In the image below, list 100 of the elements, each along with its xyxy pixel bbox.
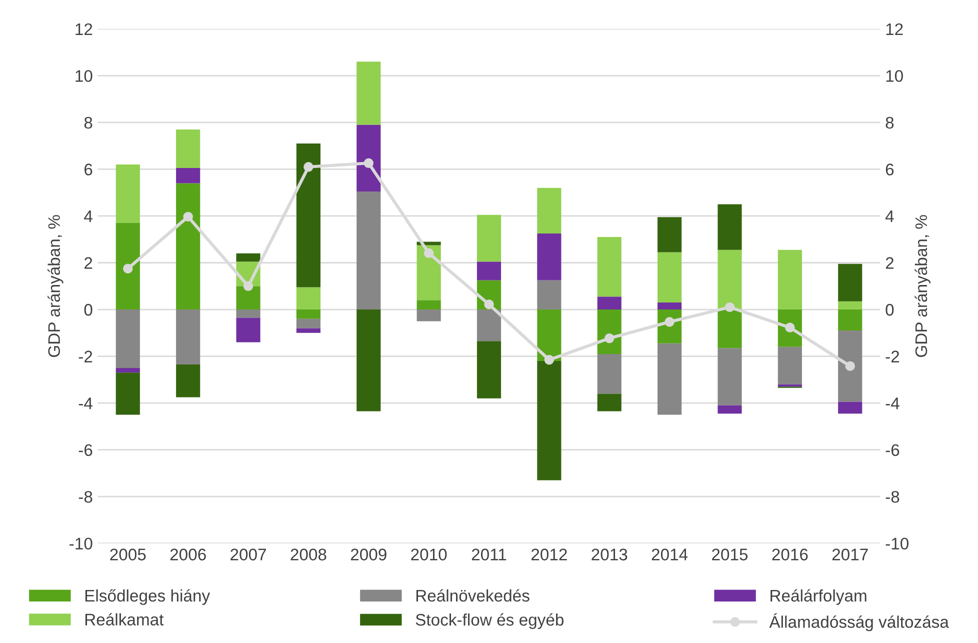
y-tick-label: -2 [78,350,92,362]
x-tick-label: 2012 [531,548,567,560]
x-tick-label: 2014 [652,548,688,560]
point [484,300,494,310]
bar [296,310,320,319]
bar [838,301,862,310]
bar [416,300,441,310]
bar [476,214,502,262]
bar [296,287,320,310]
y-tick-label: 0 [84,304,92,316]
y-tick-label: 8 [84,116,92,129]
bar [116,368,140,373]
x-tick-label: 2017 [832,548,868,560]
bar [116,372,140,415]
x-tick-label: 2011 [472,548,506,560]
bar [778,250,802,310]
bar [718,405,742,414]
bar [597,296,622,310]
legend-label: Stock-flow és egyéb [416,613,564,629]
bar [176,183,200,310]
point [604,333,614,344]
legend-label: Államadósság változása [769,613,949,632]
y-tick-label: -4 [78,398,92,410]
bar [416,245,441,300]
y2-axis-title: GDP arányában, % [914,215,930,357]
bar [838,264,862,302]
point [364,158,374,168]
y2-tick-label: -4 [886,398,900,410]
bar [838,310,862,331]
y2-tick-label: -10 [886,538,908,550]
y-tick-label: -8 [78,490,92,503]
legend-label: Elsődleges hiány [85,589,210,605]
y-axis-title: GDP arányában, % [48,215,64,357]
bar [838,402,862,414]
bar [116,164,140,224]
bar [718,348,742,406]
y2-tick-label: -8 [886,490,900,503]
x-tick-label: 2013 [592,548,628,560]
y2-tick-label: 10 [886,70,903,82]
bar [658,343,682,415]
bar [176,310,200,364]
bar [718,204,742,250]
y2-tick-label: 6 [886,164,894,176]
x-tick-label: 2010 [411,548,447,560]
bar [356,62,381,125]
x-tick-label: 2007 [230,548,266,560]
y-tick-label: 6 [84,164,92,176]
y2-tick-label: 0 [886,304,894,316]
bar [537,360,562,480]
x-tick-label: 2015 [712,548,748,560]
bar [296,144,320,288]
point [845,361,855,371]
x-tick-label: 2009 [350,548,386,560]
y2-tick-label: 4 [885,210,894,222]
y-tick-label: 12 [76,23,92,35]
point [123,264,133,274]
x-tick-label: 2005 [110,548,146,560]
bar [476,310,502,342]
point [544,354,554,365]
bar [537,310,562,361]
bar [597,237,622,297]
y-tick-label: -6 [78,444,92,456]
bar [116,223,140,310]
bar [778,346,802,384]
bar [597,354,622,394]
bar [416,310,441,322]
bar [356,310,381,412]
bar [718,250,742,310]
bar [838,330,862,402]
y-tick-label: 4 [84,210,92,222]
bar [476,262,502,280]
bar [597,394,622,412]
bar [236,310,260,318]
legend-label: Reálárfolyam [770,589,866,605]
bar [537,188,562,234]
y-tick-label: 2 [84,257,92,269]
bar [356,191,381,310]
y-tick-label: 10 [76,70,92,82]
bar [658,217,682,252]
x-tick-label: 2008 [290,548,326,560]
bar [236,286,260,310]
y2-tick-label: 2 [886,257,894,269]
bar [296,328,320,333]
bar [718,310,742,348]
y-tick-label: -10 [70,538,92,550]
legend-label: Reálnövekedés [416,589,530,602]
bar [658,252,682,302]
bar [116,310,140,368]
x-tick-label: 2016 [772,548,808,560]
y2-tick-label: 12 [886,23,903,35]
bar [176,129,200,168]
bar [236,253,260,262]
y2-tick-label: 8 [886,116,894,129]
y2-tick-label: -6 [886,444,900,456]
bar [236,318,260,342]
bar [537,280,562,310]
point [304,162,314,172]
point [243,281,254,291]
bar [176,168,200,184]
point [424,248,434,258]
